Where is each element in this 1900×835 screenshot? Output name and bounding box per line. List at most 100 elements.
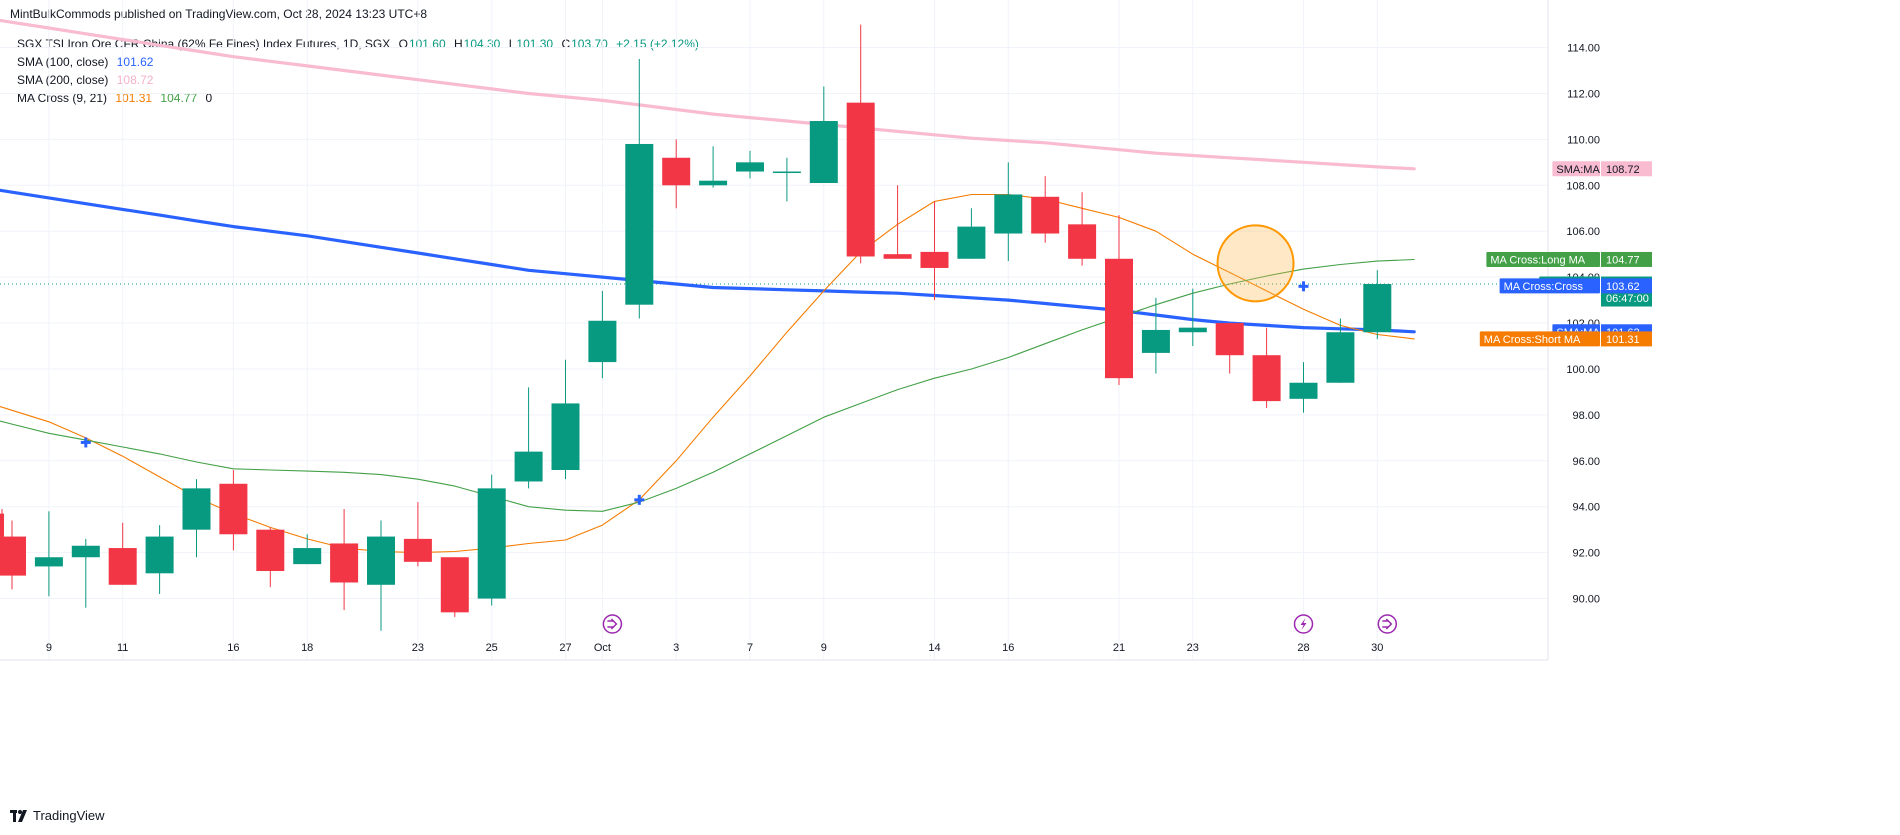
y-tick-label: 98.00 [1572, 410, 1600, 422]
candle-up [477, 474, 506, 606]
candle-body [367, 536, 395, 585]
price-label-name: SMA:MA [1556, 164, 1600, 176]
candle-body [477, 488, 506, 599]
y-tick-label: 90.00 [1572, 594, 1600, 606]
candle-body [440, 557, 469, 613]
sma200-label: SMA (200, close) [17, 73, 109, 87]
price-label-countdown: 06:47:00 [1606, 293, 1649, 305]
legend-sma200-row[interactable]: SMA (200, close) 108.72 [17, 71, 704, 89]
candle-body [883, 254, 912, 259]
price-label-name-box [1499, 278, 1600, 294]
y-tick-label: 106.00 [1566, 226, 1600, 238]
price-label-name-box [1479, 331, 1600, 347]
candle-body [1068, 224, 1097, 259]
candle-body [1363, 284, 1392, 333]
candle-down [108, 522, 137, 585]
macross-long-value: 104.77 [160, 91, 198, 105]
price-label-value: 101.31 [1606, 334, 1640, 346]
x-tick-label: 9 [821, 642, 827, 654]
short-ma-line [0, 193, 1415, 554]
legend-sma100-row[interactable]: SMA (100, close) 101.62 [17, 53, 704, 71]
candle-body [625, 143, 654, 305]
candle-up [145, 525, 174, 594]
candle-down [219, 469, 248, 551]
x-tick-label: 27 [559, 642, 571, 654]
sma100-line [0, 188, 1416, 334]
x-tick-label: 23 [412, 642, 424, 654]
candle-down [1031, 176, 1060, 243]
y-tick-label: 108.00 [1566, 180, 1600, 192]
tradingview-brand[interactable]: TradingView [10, 808, 105, 823]
price-label-value-box [1601, 161, 1652, 177]
candle-up [293, 534, 322, 565]
candle-down [403, 502, 432, 567]
x-tick-label: 16 [227, 642, 239, 654]
brand-name: TradingView [33, 808, 105, 823]
candle-up [367, 520, 395, 631]
x-tick-label: 23 [1187, 642, 1199, 654]
candle-body [736, 162, 764, 172]
y-tick-label: 94.00 [1572, 502, 1600, 514]
candle-body [514, 451, 543, 482]
candle-body [1215, 323, 1244, 356]
sma100-value: 101.62 [116, 55, 154, 69]
candle-body [0, 536, 26, 576]
event-icon-ring [1377, 614, 1398, 634]
x-tick-label: Oct [594, 642, 611, 654]
legend-macross-row[interactable]: MA Cross (9, 21) 101.31 104.77 0 [17, 89, 704, 107]
overlay-layer [80, 224, 1398, 634]
candle-up [182, 479, 211, 558]
event-icon-glyph [1382, 618, 1393, 630]
x-tick-label: 3 [673, 642, 679, 654]
candle-body [71, 545, 100, 558]
candle-body [182, 488, 211, 530]
candle-body [34, 557, 63, 567]
price-label-name: MA Cross:Short MA [1484, 334, 1581, 346]
price-label-name: MA Cross:Long MA [1490, 254, 1585, 266]
y-tick-label: 110.00 [1567, 134, 1600, 146]
candle-body [1252, 355, 1281, 402]
macross-label: MA Cross (9, 21) [17, 91, 108, 105]
x-tick-label: 18 [301, 642, 313, 654]
candle-up [699, 146, 728, 188]
macross-cross-value: 0 [205, 91, 213, 105]
x-tick-label: 16 [1002, 642, 1014, 654]
candle-down [1068, 192, 1097, 266]
grid-layer [0, 0, 1548, 660]
candle-down [1105, 215, 1133, 386]
candle-body [551, 403, 580, 470]
candle-down [920, 201, 949, 301]
price-label: MA Cross:Cross 103.62 [1499, 278, 1652, 294]
event-icon-ring [602, 614, 623, 634]
publish-line: MintBulkCommods published on TradingView… [10, 7, 427, 21]
candle-body [662, 157, 691, 186]
open-label: O [398, 37, 408, 51]
candle-body [330, 543, 359, 583]
candle-up [809, 86, 838, 184]
sma200-value: 108.72 [116, 73, 154, 87]
x-tick-label: 11 [117, 642, 128, 654]
price-label-value-box [1601, 331, 1652, 347]
candle-body [772, 171, 801, 174]
price-label-value-box [1601, 251, 1652, 267]
y-tick-label: 114.00 [1567, 43, 1600, 55]
candle-body [145, 536, 174, 574]
x-tick-label: 9 [46, 642, 52, 654]
candle-up [994, 162, 1023, 262]
x-tick-label: 21 [1113, 642, 1125, 654]
candle-body [1178, 327, 1207, 333]
candle-body [994, 194, 1023, 234]
candle-up [551, 359, 580, 480]
candle-body [0, 513, 4, 537]
candle-up [625, 59, 654, 319]
price-label-value: 104.77 [1606, 254, 1640, 266]
price-label: SMA:MA 108.72 [1552, 161, 1652, 177]
candle-body [588, 320, 617, 363]
cross-marker-icon [80, 437, 91, 448]
split-arrow-icon [1377, 614, 1398, 634]
candle-down [330, 509, 359, 611]
highlight-circle [1216, 224, 1295, 303]
candle-up [1141, 297, 1170, 374]
